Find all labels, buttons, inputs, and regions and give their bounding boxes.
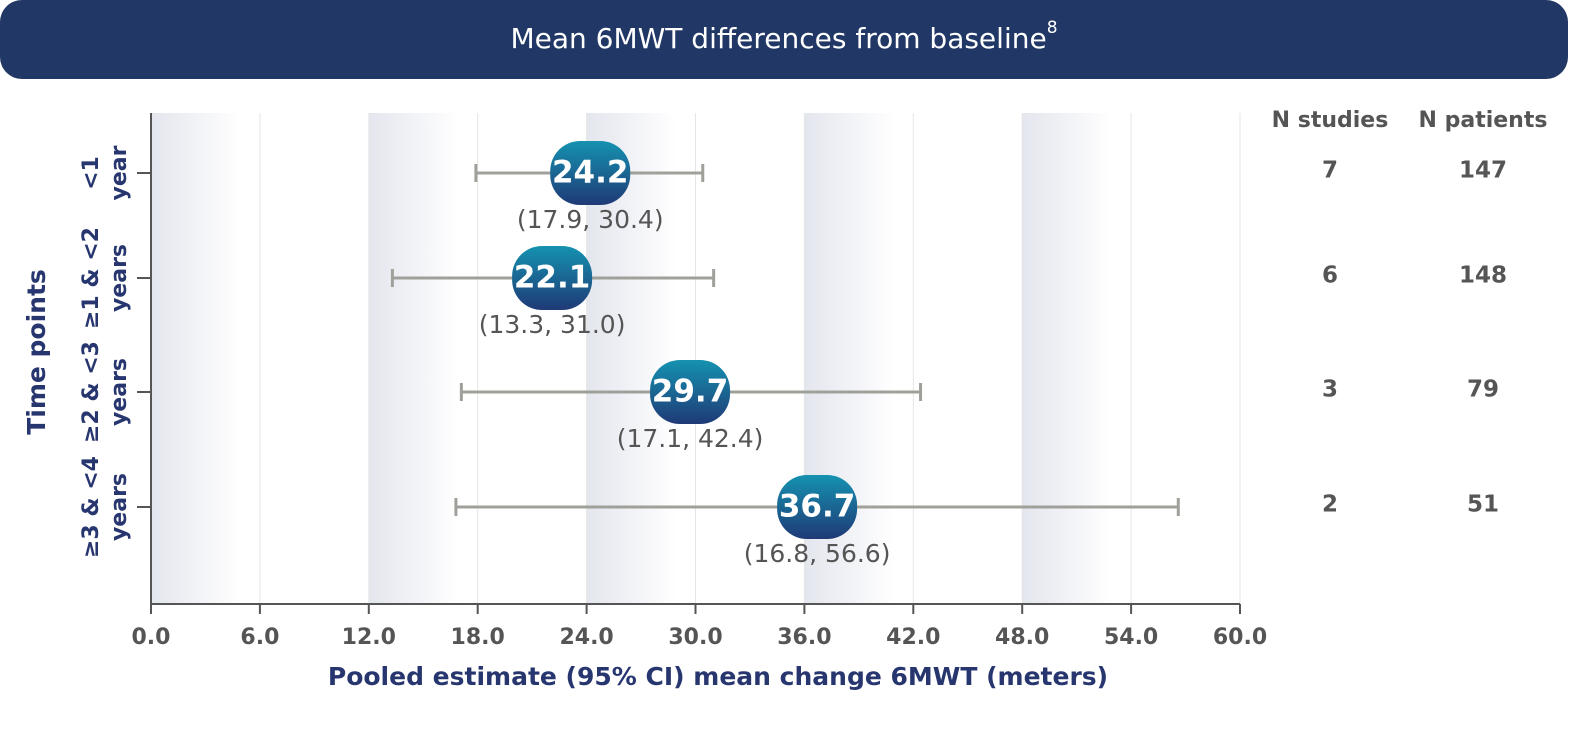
estimate-pill <box>512 246 593 310</box>
ci-label: (17.9, 30.4) <box>517 205 664 234</box>
shade-band <box>151 113 241 604</box>
x-tick-label: 54.0 <box>1104 625 1158 650</box>
table-header: N studies <box>1272 108 1389 133</box>
x-tick-label: 0.0 <box>132 625 171 650</box>
shade-band <box>1022 113 1113 604</box>
ci-label: (16.8, 56.6) <box>744 539 891 568</box>
table-value: 79 <box>1467 377 1499 403</box>
y-tick-label: ≥1 & <2 <box>79 227 104 329</box>
value-label: 24.2 <box>552 155 629 191</box>
y-tick-label: ≥3 & <4 <box>79 456 104 558</box>
y-tick-label: years <box>107 358 132 426</box>
estimate-pill <box>777 475 858 539</box>
y-tick-label: years <box>107 473 132 541</box>
table-header: N patients <box>1419 108 1548 133</box>
title-text: Mean 6MWT differences from baseline <box>510 22 1046 55</box>
value-label: 29.7 <box>652 374 729 410</box>
table-value: 3 <box>1322 377 1338 403</box>
table-value: 6 <box>1322 263 1338 289</box>
y-tick-label: <1 <box>79 156 104 190</box>
shade-band <box>368 113 459 604</box>
estimate-pill <box>550 141 631 205</box>
y-tick-label: ≥2 & <3 <box>79 341 104 443</box>
x-axis-label: Pooled estimate (95% CI) mean change 6MW… <box>328 662 1108 691</box>
title-superscript: 8 <box>1047 18 1058 38</box>
x-tick-label: 48.0 <box>995 625 1049 650</box>
value-label: 22.1 <box>514 260 591 296</box>
x-tick-label: 36.0 <box>777 625 831 650</box>
table-value: 51 <box>1467 492 1499 518</box>
table-value: 148 <box>1459 263 1507 289</box>
ci-label: (17.1, 42.4) <box>617 424 764 453</box>
title-banner <box>0 0 1568 79</box>
x-tick-label: 42.0 <box>886 625 940 650</box>
estimate-pill <box>650 360 731 424</box>
x-tick-label: 30.0 <box>668 625 722 650</box>
value-label: 36.7 <box>779 489 856 525</box>
y-axis-label: Time points <box>22 269 51 435</box>
ci-label: (13.3, 31.0) <box>479 310 626 339</box>
x-tick-label: 60.0 <box>1213 625 1267 650</box>
table-value: 147 <box>1459 158 1507 184</box>
x-tick-label: 6.0 <box>240 625 279 650</box>
table-value: 7 <box>1322 158 1338 184</box>
x-tick-label: 12.0 <box>342 625 396 650</box>
y-tick-label: year <box>107 145 132 200</box>
y-tick-label: years <box>107 244 132 312</box>
plot-area <box>151 113 1241 604</box>
x-tick-label: 18.0 <box>451 625 505 650</box>
table-value: 2 <box>1322 492 1338 518</box>
chart-title: Mean 6MWT differences from baseline8 <box>510 18 1057 55</box>
x-tick-label: 24.0 <box>559 625 613 650</box>
